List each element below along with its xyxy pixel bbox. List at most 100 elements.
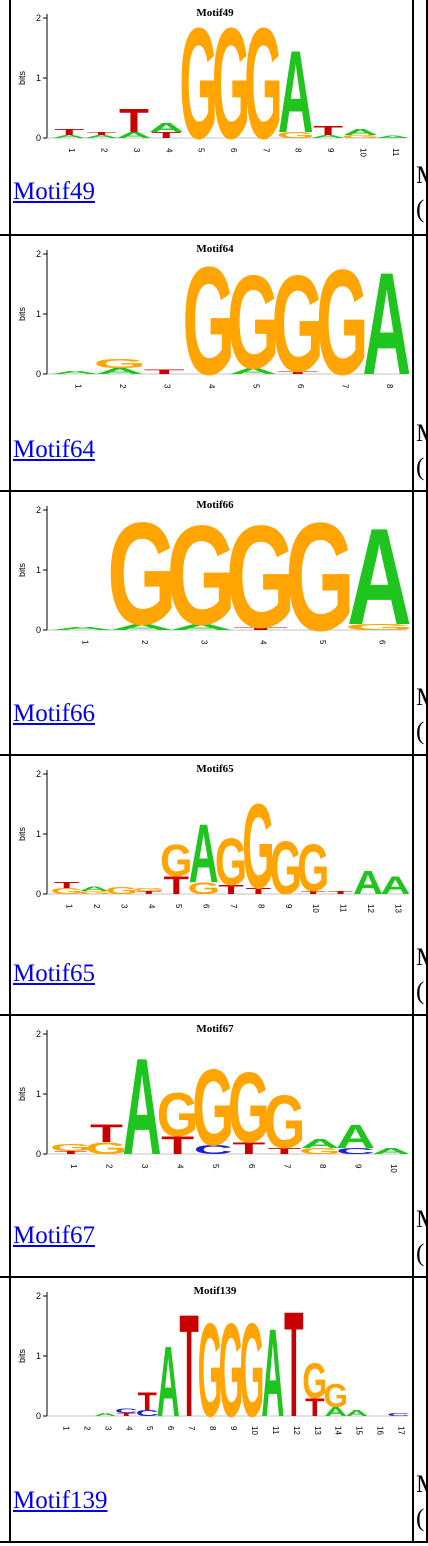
- position-label: 9: [229, 1426, 238, 1431]
- clipped-text: (: [416, 978, 425, 1005]
- motif-info-cell: M(: [414, 1016, 428, 1276]
- logo-letter-g: G: [51, 887, 83, 896]
- logo-letter-g: G: [107, 492, 177, 655]
- logo-letter-a: A: [362, 243, 411, 406]
- logo-letter-a: A: [261, 1304, 284, 1444]
- position-label: 11: [339, 904, 348, 913]
- logo-letter-c: C: [336, 1147, 375, 1156]
- position-label: 2: [100, 148, 109, 153]
- logo-letter-a: A: [336, 1118, 375, 1156]
- position-label: 7: [229, 904, 238, 909]
- logo-letter-g: G: [228, 1052, 270, 1164]
- logo-letter-a: A: [51, 134, 86, 139]
- position-label: 5: [211, 1164, 220, 1169]
- motif-row: Motif64 0 1 2 bits 1 A 2 A G 3 T 4 G 5 A G 6 T G 7 G 8 A Motif64…: [0, 234, 428, 490]
- logo-letter-t: T: [136, 890, 161, 895]
- motif-link[interactable]: Motif139: [13, 1487, 108, 1514]
- y-axis-label: bits: [17, 563, 27, 578]
- logo-letter-t: T: [151, 131, 182, 140]
- logo-title: Motif67: [196, 1023, 234, 1035]
- position-label: 7: [187, 1426, 196, 1431]
- logo-letter-g: G: [192, 1049, 234, 1169]
- logo-letter-a: A: [375, 135, 410, 139]
- logo-letter-a: A: [278, 26, 313, 156]
- logo-letter-g: G: [219, 1295, 244, 1445]
- position-label: 10: [250, 1426, 259, 1435]
- position-label: 13: [313, 1426, 322, 1435]
- motif-logo-cell: Motif66 0 1 2 bits 1 A 2 A G 3 A G 4 T G 5 G 6 G A Motif66: [9, 492, 414, 754]
- logo-letter-t: T: [90, 1119, 123, 1147]
- logo-letter-t: T: [87, 131, 117, 136]
- position-label: 2: [82, 1426, 91, 1431]
- logo-letter-g: G: [341, 134, 379, 139]
- position-label: 4: [124, 1426, 133, 1431]
- position-label: 8: [318, 1164, 327, 1169]
- sequence-logo: Motif64 0 1 2 bits 1 A 2 A G 3 T 4 G 5 A G 6 T G 7 G 8 A: [15, 236, 413, 406]
- y-tick-label: 0: [36, 625, 41, 635]
- sequence-logo: Motif67 0 1 2 bits 1 T G 2 G T 3 A 4 T G 5 C G 6 T G 7 T G 8 G A 9 C A…: [15, 1016, 413, 1186]
- logo-letter-a: A: [123, 1030, 162, 1184]
- y-tick-label: 0: [36, 1411, 41, 1421]
- motif-row: Motif66012bits1A2AG3AG4TG5G6GAMotif66M(: [0, 490, 428, 754]
- logo-title: Motif49: [196, 7, 234, 19]
- position-label: 13: [393, 904, 402, 913]
- logo-letter-a: A: [310, 134, 345, 139]
- position-label: 3: [103, 1426, 112, 1431]
- logo-letter-g: G: [78, 890, 110, 895]
- logo-letter-g: G: [94, 357, 146, 371]
- logo-letter-a: A: [229, 367, 278, 376]
- logo-letter-g: G: [277, 131, 315, 140]
- logo-letter-t: T: [179, 1285, 198, 1448]
- position-label: 3: [140, 1164, 149, 1169]
- motif-link[interactable]: Motif66: [13, 700, 95, 727]
- motif-logo-cell: Motif64 0 1 2 bits 1 A 2 A G 3 T 4 G 5 A G 6 T G 7 G 8 A Motif64: [9, 236, 414, 490]
- y-tick-label: 1: [36, 829, 41, 839]
- y-tick-label: 2: [36, 505, 41, 515]
- motif-link[interactable]: Motif64: [13, 436, 95, 463]
- logo-letter-c: C: [194, 1143, 233, 1157]
- position-label: 1: [67, 148, 76, 153]
- logo-title: Motif66: [196, 499, 234, 511]
- logo-letter-t: T: [305, 1394, 325, 1422]
- logo-letter-g: G: [242, 780, 274, 915]
- position-label: 12: [292, 1426, 301, 1435]
- position-label: 3: [132, 148, 141, 153]
- position-label: 1: [73, 384, 82, 389]
- logo-letter-t: T: [117, 1412, 137, 1417]
- position-label: 6: [247, 1164, 256, 1169]
- position-label: 6: [296, 384, 305, 389]
- logo-letter-t: T: [328, 890, 353, 895]
- position-label: 10: [358, 148, 367, 157]
- logo-letter-g: G: [50, 1142, 92, 1153]
- y-tick-label: 0: [36, 369, 41, 379]
- logo-letter-g: G: [180, 0, 218, 170]
- logo-title: Motif64: [196, 243, 234, 255]
- motif-link[interactable]: Motif65: [13, 960, 95, 987]
- logo-letter-a: A: [51, 370, 100, 375]
- position-label: 8: [294, 148, 303, 153]
- y-tick-label: 0: [36, 1149, 41, 1159]
- y-tick-label: 1: [36, 1089, 41, 1099]
- motif-link[interactable]: Motif67: [13, 1222, 95, 1249]
- motif-info-cell: M(: [414, 236, 428, 490]
- position-label: 11: [271, 1426, 280, 1435]
- clipped-text: M: [416, 420, 426, 448]
- logo-letter-a: A: [372, 1147, 411, 1156]
- logo-letter-a: A: [50, 626, 115, 631]
- logo-letter-a: A: [79, 885, 109, 892]
- logo-letter-a: A: [84, 134, 119, 139]
- motif-link[interactable]: Motif49: [13, 178, 95, 205]
- position-label: 1: [61, 1426, 70, 1431]
- logo-letter-t: T: [233, 626, 288, 631]
- logo-letter-g: G: [183, 236, 235, 406]
- motif-info-cell: M(: [414, 756, 428, 1014]
- clipped-text: M: [416, 162, 426, 190]
- motif-row: Motif65 0 1 2 bits 1 G T 2 G A 3 G 4 T G 5 T G 6 G A 7 T G 8 T G 9 G 1…: [0, 754, 428, 1014]
- logo-letter-g: G: [215, 825, 247, 899]
- logo-letter-t: T: [246, 887, 271, 896]
- logo-letter-g: G: [297, 831, 329, 905]
